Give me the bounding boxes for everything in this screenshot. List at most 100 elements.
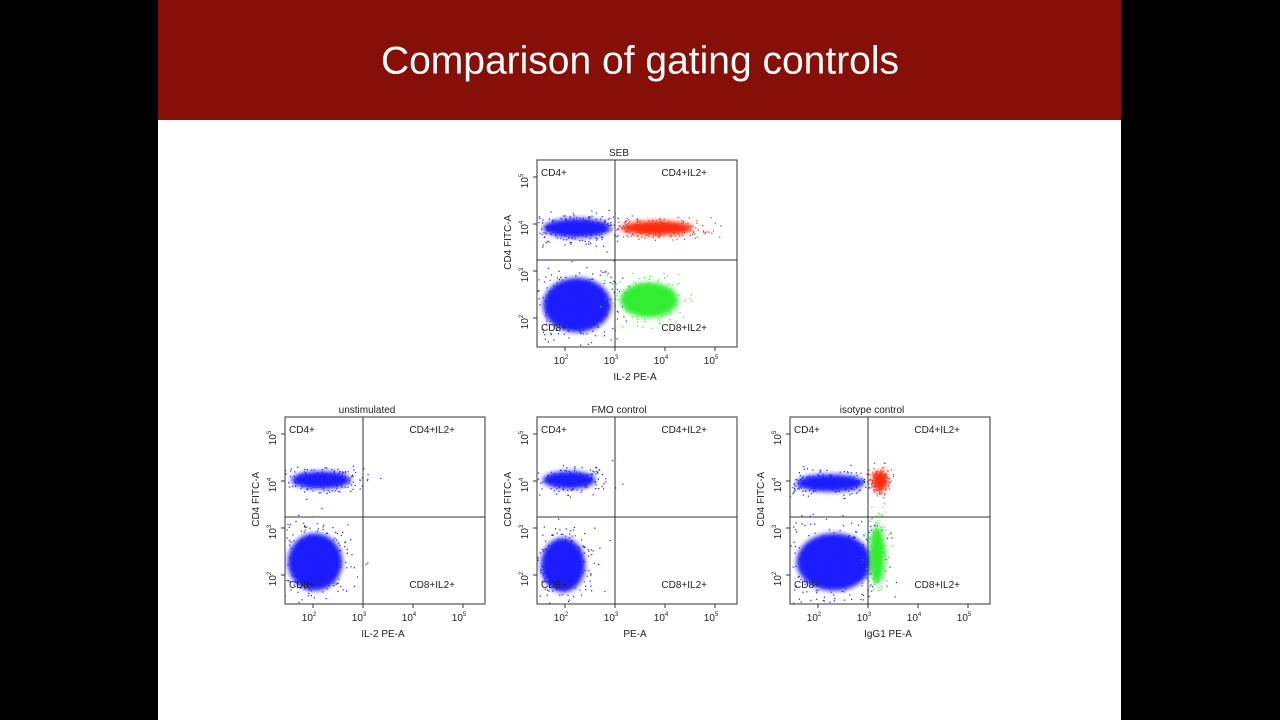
dot-cloud [285,465,382,604]
event-dot [315,560,318,562]
event-dot [587,231,589,234]
event-dot [843,497,845,500]
event-dot [579,321,581,324]
event-dot [848,480,850,482]
event-dot [843,550,845,552]
event-dot [561,319,563,321]
event-dot [644,223,647,225]
event-dot [664,232,666,234]
event-dot [573,228,575,230]
event-dot [837,490,839,492]
event-dot [354,484,356,486]
event-dot [319,484,321,487]
event-dot [555,476,558,478]
event-dot [639,293,641,295]
event-dot [647,228,649,230]
event-dot [616,295,618,297]
event-dot [648,284,650,286]
x-axis-label: IL-2 PE-A [361,629,405,640]
event-dot [560,217,562,219]
event-dot [580,303,582,305]
event-dot [337,474,339,476]
event-dot [305,555,307,557]
event-dot [655,234,657,236]
event-dot [883,567,885,569]
event-dot [345,471,347,473]
event-dot [633,234,635,236]
event-dot [862,547,864,549]
event-dot [552,561,554,563]
event-dot [690,294,692,296]
event-dot [344,541,346,544]
event-dot [792,487,794,489]
y-tick-label: 103 [772,524,784,539]
event-dot [873,542,876,544]
event-dot [844,477,846,479]
event-dot [880,553,882,556]
event-dot [652,219,654,222]
event-dot [588,479,590,481]
event-dot [884,494,886,496]
event-dot [559,476,561,478]
event-dot [552,296,554,298]
event-dot [600,229,602,232]
event-dot [553,225,555,227]
event-dot [564,225,566,227]
event-dot [824,566,826,568]
event-dot [591,473,593,475]
y-tick-label: 103 [519,267,531,282]
event-dot [339,544,341,546]
event-dot [652,307,654,309]
event-dot [676,238,678,240]
event-dot [547,229,549,231]
event-dot [557,545,559,547]
event-dot [873,462,875,464]
event-dot [809,515,811,517]
event-dot [881,548,883,551]
event-dot [844,562,846,564]
event-dot [616,310,618,312]
event-dot [629,311,631,313]
event-dot [563,215,565,217]
event-dot [585,243,587,245]
event-dot [798,575,800,577]
event-dot [304,526,306,528]
event-dot [817,483,819,485]
event-dot [304,587,306,589]
event-dot [848,535,850,537]
event-dot [558,227,561,229]
event-dot [842,525,844,527]
event-dot [547,267,550,269]
event-dot [602,271,604,273]
event-dot [547,545,550,547]
event-dot [850,478,852,480]
tick-exp: 3 [519,524,525,528]
event-dot [326,473,328,475]
event-dot [304,569,307,571]
event-dot [592,226,594,228]
y-tick-label: 102 [519,314,531,329]
event-dot [801,523,803,525]
event-dot [309,552,311,554]
event-dot [585,220,587,222]
event-dot [361,477,363,479]
event-dot [887,556,890,558]
event-dot [648,282,650,284]
event-dot [883,480,885,483]
event-dot [873,535,875,537]
event-dot [568,481,570,483]
event-dot [842,585,844,587]
event-dot [694,233,696,235]
event-dot [678,228,680,230]
event-dot [821,485,823,487]
event-dot [324,473,326,476]
event-dot [881,529,883,532]
event-dot [552,480,554,482]
event-dot [601,486,603,488]
event-dot [578,228,580,230]
event-dot [633,226,635,228]
event-dot [593,225,596,227]
event-dot [555,587,557,589]
event-dot [568,299,570,301]
event-dot [569,562,571,564]
